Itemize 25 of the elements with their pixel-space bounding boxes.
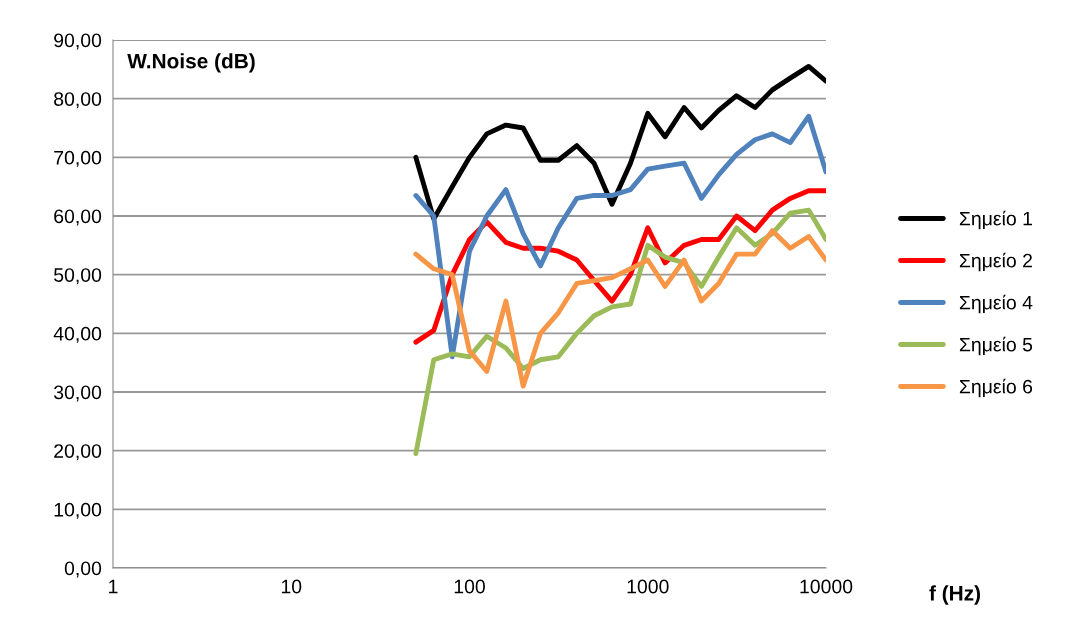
x-axis-title: f (Hz)	[929, 585, 980, 605]
legend-label: Σημείο 4	[959, 294, 1033, 314]
legend-label: Σημείο 2	[959, 252, 1032, 272]
x-tick-label: 1000	[627, 579, 669, 594]
x-tick-label: 10	[281, 579, 302, 594]
y-tick-label: 90,00	[54, 33, 102, 50]
x-tick-label: 1	[109, 579, 118, 594]
line-series	[413, 63, 826, 222]
x-tick-label: 100	[454, 579, 485, 594]
y-tick-label: 70,00	[54, 150, 102, 167]
y-tick-label: 80,00	[54, 92, 102, 109]
legend-label: Σημείο 6	[959, 378, 1033, 398]
legend-label: Σημείο 1	[959, 210, 1032, 230]
y-tick-label: 10,00	[54, 502, 102, 519]
y-tick-label: 0,00	[64, 561, 102, 578]
x-tick-label: 10000	[800, 579, 853, 594]
y-tick-label: 60,00	[54, 209, 102, 226]
text: W.Noise (dB)	[127, 53, 255, 73]
line-series	[413, 113, 826, 360]
line-series	[413, 228, 826, 389]
y-tick-label: 40,00	[53, 326, 102, 343]
y-tick-label: 30,00	[53, 385, 102, 402]
y-tick-label: 20,00	[54, 444, 102, 461]
y-tick-label: 50,00	[54, 268, 102, 285]
legend-label: Σημείο 5	[959, 336, 1033, 356]
